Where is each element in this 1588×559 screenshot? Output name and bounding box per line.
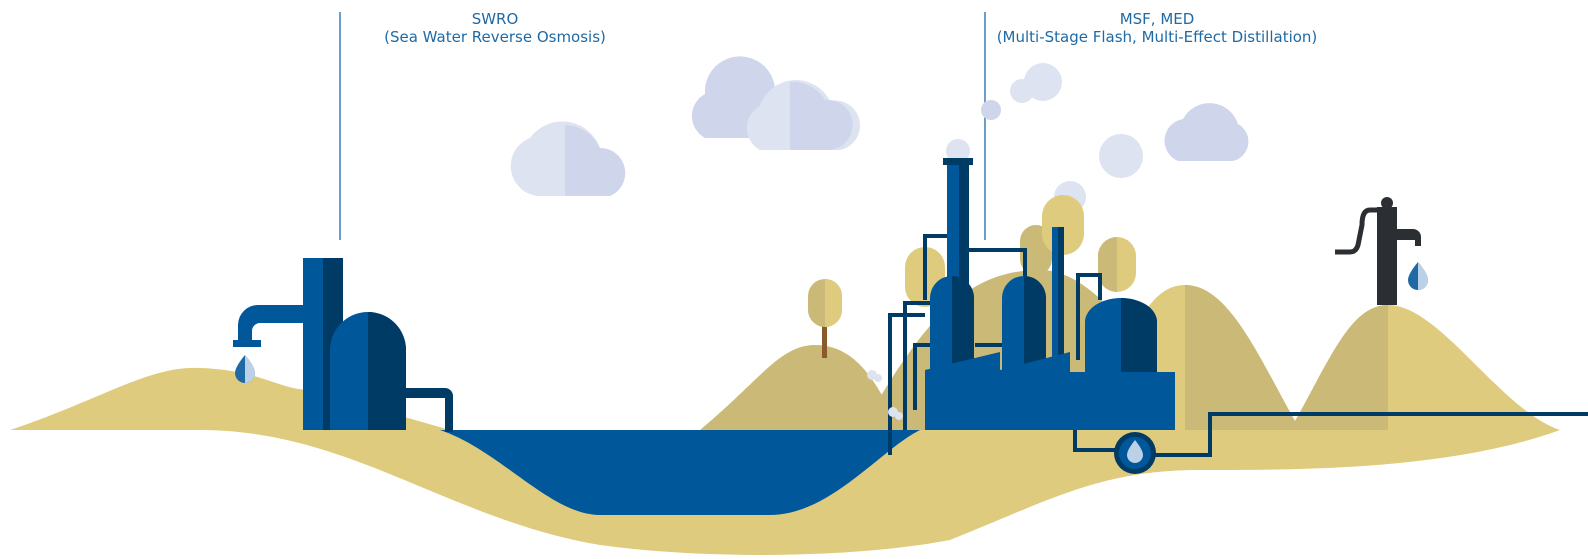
- clouds: [510, 56, 1249, 227]
- label-acronym: SWRO: [472, 10, 519, 28]
- label-full: (Sea Water Reverse Osmosis): [384, 28, 606, 46]
- sea: [440, 430, 920, 515]
- label-full: (Multi-Stage Flash, Multi-Effect Distill…: [997, 28, 1318, 46]
- hand-pump: [1335, 197, 1428, 305]
- swro-plant: [233, 258, 453, 432]
- hills: [10, 270, 1560, 430]
- thermal-plant-body: [867, 158, 1175, 474]
- label-acronym: MSF, MED: [1120, 10, 1195, 28]
